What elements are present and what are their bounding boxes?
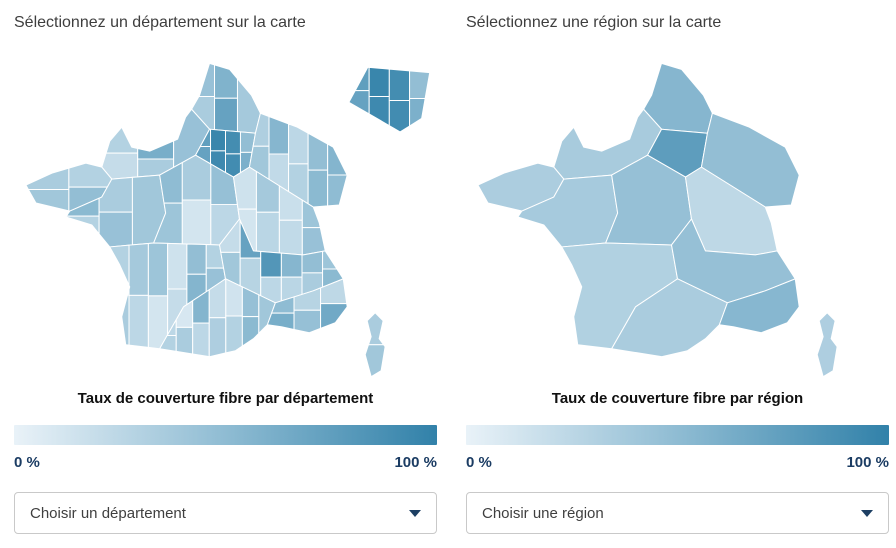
idf-inset-shape-val-d-oise[interactable] [354, 66, 370, 92]
department-shape-correze[interactable] [186, 243, 207, 275]
department-legend-gradient [14, 425, 437, 445]
department-shape-indre[interactable] [181, 199, 212, 246]
department-shape-seine-saint-denis[interactable] [225, 130, 241, 155]
region-shape-corse[interactable] [816, 312, 838, 378]
department-shape-tarn[interactable] [208, 317, 227, 358]
department-shape-deux-sevres[interactable] [109, 244, 130, 296]
department-legend-min-label: 0 % [14, 454, 40, 471]
department-shape-saone-et-loire[interactable] [255, 211, 280, 254]
department-legend-labels: 0 % 100 % [14, 454, 437, 471]
idf-inset-shape-paris[interactable] [368, 66, 390, 97]
department-shape-loir-et-cher[interactable] [181, 154, 212, 201]
region-dropdown[interactable]: Choisir une région [466, 492, 889, 534]
department-shape-ain[interactable] [280, 252, 303, 278]
department-shape-alpes-maritimes[interactable] [320, 303, 348, 329]
idf-inset-shape-seine-et-marne[interactable] [409, 70, 431, 99]
department-shape-creuse[interactable] [167, 242, 188, 290]
department-shape-jura[interactable] [278, 219, 303, 256]
department-shape-bas-rhin[interactable] [327, 143, 348, 176]
region-legend-max-label: 100 % [846, 454, 889, 471]
department-panel: Sélectionnez un département sur la carte… [14, 10, 437, 548]
department-shape-corse-du-sud[interactable] [364, 344, 386, 378]
regions-map[interactable] [466, 55, 889, 385]
region-legend-labels: 0 % 100 % [466, 454, 889, 471]
department-shape-calvados[interactable] [137, 140, 175, 160]
department-shape-meurthe-et-moselle[interactable] [307, 132, 329, 171]
region-legend-min-label: 0 % [466, 454, 492, 471]
department-shape-herault[interactable] [241, 316, 260, 347]
department-shape-paris[interactable] [210, 128, 226, 152]
region-panel-title: Sélectionnez une région sur la carte [466, 14, 722, 31]
departments-map[interactable] [14, 55, 437, 385]
department-shape-charente[interactable] [128, 294, 149, 348]
department-shape-haute-vienne[interactable] [147, 242, 169, 297]
department-shape-finistere[interactable] [25, 167, 70, 190]
department-shape-haute-corse[interactable] [366, 312, 385, 346]
department-shape-vienne[interactable] [128, 242, 149, 296]
department-shape-var[interactable] [293, 309, 322, 334]
department-shape-meuse[interactable] [288, 123, 309, 165]
department-shape-aude[interactable] [225, 315, 243, 354]
idf-inset-shape-val-de-marne[interactable] [388, 99, 411, 133]
region-dropdown-value: Choisir une région [482, 504, 604, 522]
department-shape-bouches-du-rhone[interactable] [266, 312, 295, 330]
department-shape-savoie[interactable] [322, 250, 338, 270]
department-shape-ariege[interactable] [192, 322, 210, 358]
department-legend-max-label: 100 % [394, 454, 437, 471]
department-shape-nord[interactable] [214, 64, 238, 99]
department-shape-marne[interactable] [268, 116, 290, 155]
department-dropdown[interactable]: Choisir un département [14, 492, 437, 534]
idf-inset-shape-yvelines[interactable] [348, 90, 370, 115]
department-dropdown-value: Choisir un département [30, 504, 186, 522]
department-map-caption: Taux de couverture fibre par département [77, 390, 374, 407]
department-shape-charente-maritime[interactable] [121, 294, 130, 346]
department-shape-doubs[interactable] [301, 199, 321, 229]
idf-inset-shape-seine-saint-denis[interactable] [388, 68, 411, 101]
department-shape-vendee[interactable] [65, 215, 100, 235]
chevron-down-icon [861, 509, 873, 517]
department-shape-moselle[interactable] [307, 169, 329, 208]
department-shape-maine-et-loire[interactable] [98, 211, 133, 248]
chevron-down-icon [409, 509, 421, 517]
department-shape-haute-savoie[interactable] [301, 250, 324, 274]
idf-inset-shape-essonne[interactable] [409, 97, 426, 127]
department-shape-manche[interactable] [105, 126, 139, 154]
region-map-caption: Taux de couverture fibre par région [551, 390, 804, 407]
region-shape-provence-alpes-cote-d-azur[interactable] [718, 278, 800, 334]
department-shape-territoire-de-belfort[interactable] [301, 227, 326, 256]
department-shape-morbihan[interactable] [27, 188, 70, 212]
department-panel-title: Sélectionnez un département sur la carte [14, 14, 306, 31]
region-legend-gradient [466, 425, 889, 445]
department-shape-haut-rhin[interactable] [327, 174, 348, 207]
region-panel: Sélectionnez une région sur la carte Tau… [466, 10, 889, 548]
department-shape-pas-de-calais[interactable] [198, 62, 216, 97]
idf-inset-shape-hauts-de-seine[interactable] [368, 95, 390, 127]
department-shape-hautes-pyrenees[interactable] [175, 326, 194, 355]
department-shape-oise[interactable] [214, 97, 238, 133]
department-shape-rhone[interactable] [260, 251, 282, 278]
